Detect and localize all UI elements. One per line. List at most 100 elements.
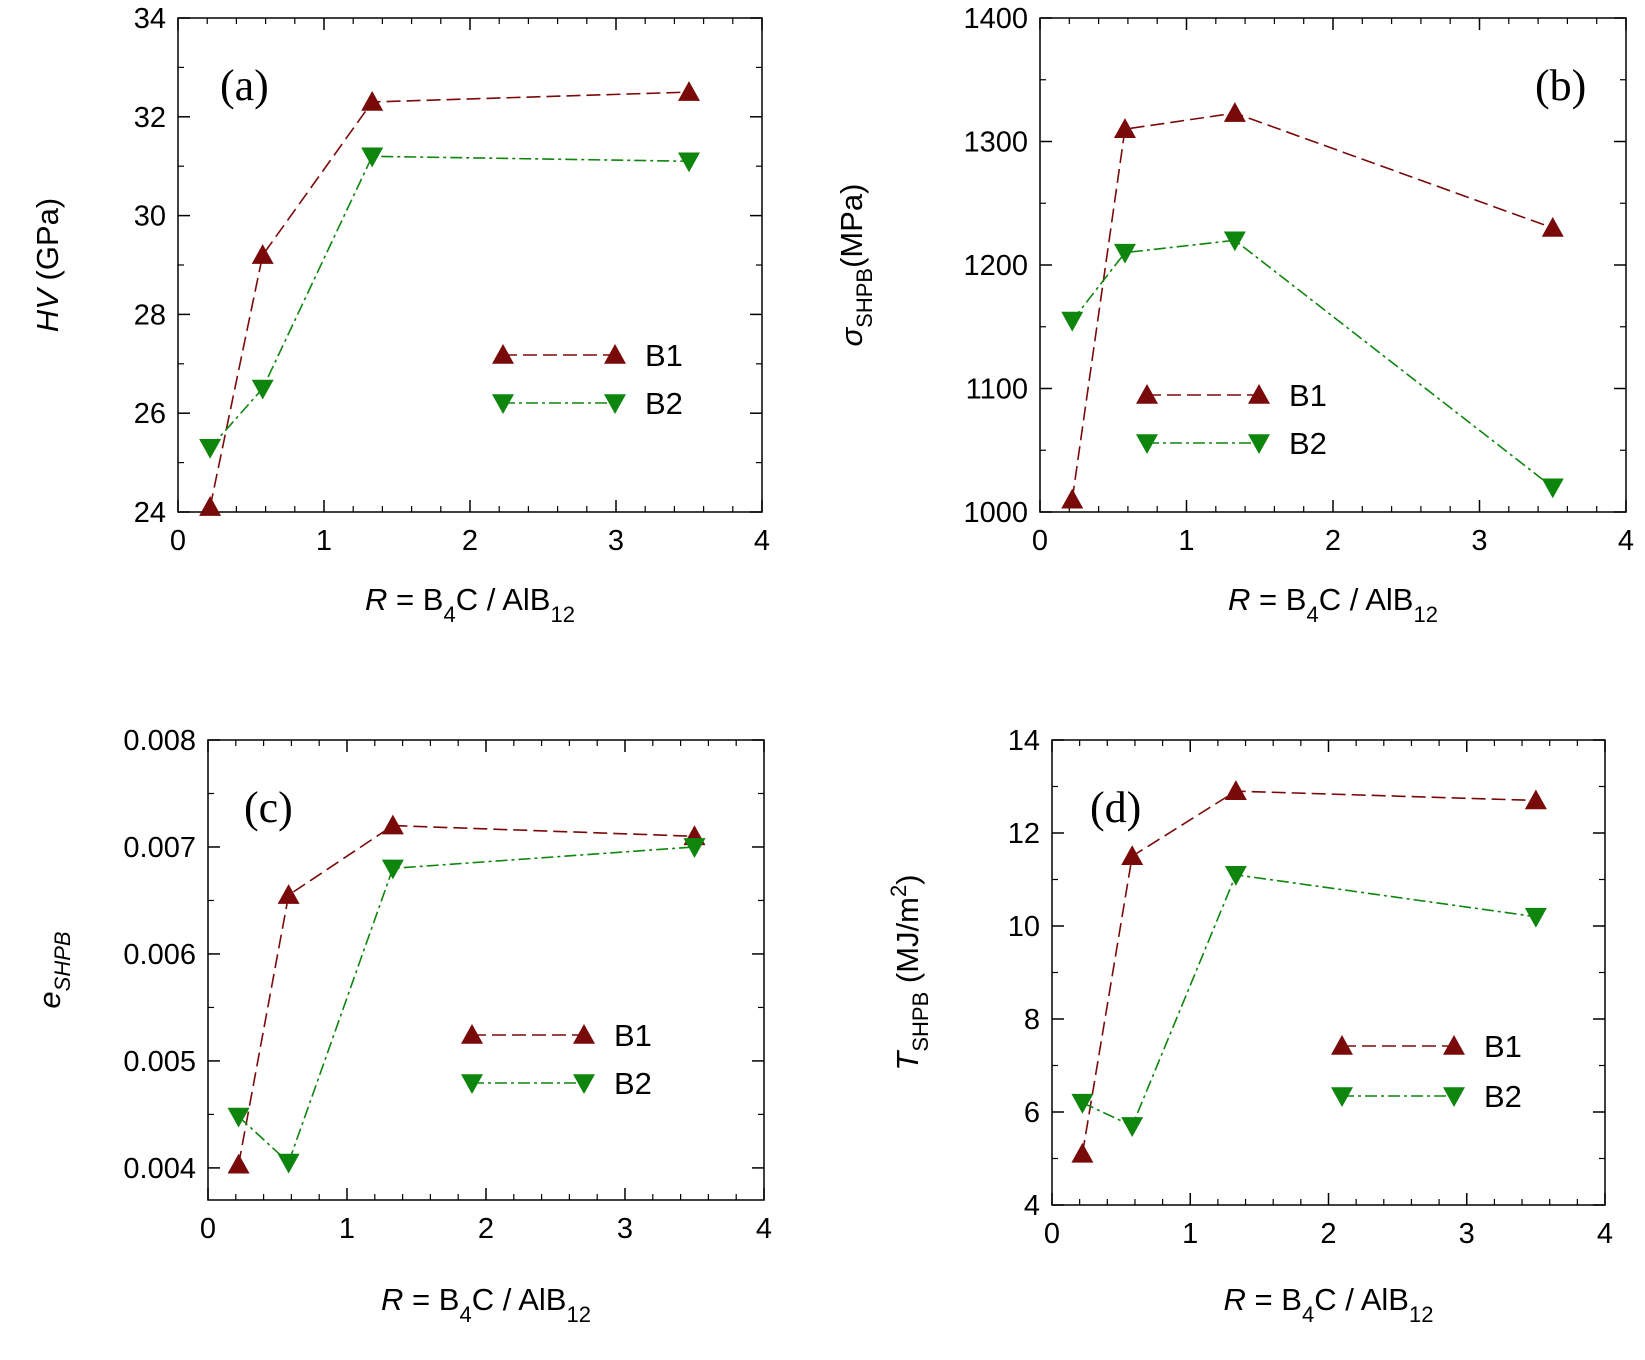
y-tick-label: 0.008: [123, 725, 196, 757]
legend-item-b1: B1: [492, 338, 683, 373]
legend-marker: [1331, 1035, 1353, 1055]
series-line: [1082, 873, 1536, 1128]
x-tick-label: 1: [1178, 525, 1194, 557]
legend-marker: [604, 344, 626, 364]
data-point: [277, 884, 300, 904]
data-point: [199, 496, 222, 516]
y-tick-label: 0.004: [123, 1153, 196, 1185]
series-line: [1071, 112, 1554, 500]
x-tick-label: 1: [339, 1213, 355, 1245]
legend-item-b1: B1: [1136, 378, 1327, 413]
series-b1: [1061, 102, 1564, 509]
legend-item-b2: B2: [1331, 1079, 1522, 1114]
x-axis-title: R = B4C / AlB12: [1224, 1282, 1434, 1327]
x-tick-label: 3: [617, 1213, 633, 1245]
y-axis-title: eSHPB: [32, 931, 75, 1008]
series-b2: [227, 838, 706, 1174]
x-tick-label: 1: [316, 525, 332, 557]
legend-item-b2: B2: [1136, 426, 1327, 461]
y-tick-label: 14: [1008, 725, 1040, 757]
series-b2: [1071, 866, 1547, 1137]
y-tick-label: 26: [134, 398, 166, 430]
legend-label: B2: [1289, 426, 1327, 461]
data-point: [1071, 1093, 1094, 1114]
y-tick-label: 0.007: [123, 832, 196, 864]
x-axis-title: R = B4C / AlB12: [1228, 582, 1438, 627]
legend-item-b1: B1: [1331, 1029, 1522, 1064]
data-point: [1071, 1142, 1094, 1163]
series-b1: [227, 814, 706, 1174]
data-point: [1224, 780, 1247, 800]
panel-label: (d): [1090, 783, 1141, 832]
series-line: [1071, 239, 1554, 488]
x-tick-label: 0: [1032, 525, 1048, 557]
series-line: [238, 846, 695, 1164]
y-tick-label: 30: [134, 201, 166, 233]
legend-label: B2: [614, 1066, 652, 1101]
legend-marker: [1248, 384, 1270, 404]
data-point: [277, 1153, 300, 1174]
x-tick-label: 1: [1182, 1218, 1198, 1250]
y-tick-label: 0.005: [123, 1046, 196, 1078]
series-b2: [1061, 231, 1564, 499]
legend-label: B1: [645, 338, 683, 373]
legend-label: B1: [1484, 1029, 1522, 1064]
series-b2: [199, 147, 700, 459]
legend-marker: [604, 394, 626, 414]
y-tick-label: 24: [134, 497, 166, 529]
series-line: [209, 91, 690, 508]
y-tick-label: 1000: [963, 497, 1028, 529]
legend-marker: [1443, 1087, 1465, 1107]
legend-label: B1: [614, 1018, 652, 1053]
panel-b: 0 1 2 3 4 1000 1100 1200 1300 1400 R = B4C / AlB12…: [834, 3, 1634, 627]
data-point: [678, 81, 700, 101]
data-point: [381, 814, 404, 835]
data-point: [361, 147, 384, 168]
data-point: [1121, 845, 1144, 866]
data-point: [227, 1153, 250, 1174]
data-point: [683, 838, 706, 858]
series-line: [237, 824, 695, 1165]
y-axis-title: σSHPB(MPa): [834, 183, 877, 346]
y-tick-label: 4: [1024, 1190, 1040, 1222]
legend-label: B1: [1289, 378, 1327, 413]
y-tick-label: 1200: [963, 250, 1028, 282]
data-point: [251, 244, 274, 264]
data-point: [381, 859, 404, 880]
y-tick-label: 10: [1008, 911, 1040, 943]
series-b1: [1071, 780, 1547, 1163]
data-point: [227, 1107, 250, 1128]
data-point: [1223, 231, 1246, 252]
y-tick-label: 32: [134, 102, 166, 134]
legend-marker: [461, 1074, 483, 1094]
series-line: [1081, 790, 1536, 1154]
legend-marker: [1443, 1035, 1465, 1055]
legend-label: B2: [645, 386, 683, 421]
x-axis-title: R = B4C / AlB12: [381, 1282, 591, 1327]
legend-item-b2: B2: [492, 386, 683, 421]
y-tick-label: 6: [1024, 1097, 1040, 1129]
x-tick-label: 0: [1044, 1218, 1060, 1250]
y-axis-title: TSHPB (MJ/m2): [886, 874, 933, 1070]
legend-marker: [492, 344, 514, 364]
x-tick-label: 3: [1471, 525, 1487, 557]
series-b1: [199, 81, 700, 516]
data-point: [1113, 243, 1136, 264]
y-tick-label: 1100: [966, 374, 1028, 406]
y-tick-label: 34: [134, 3, 166, 35]
legend-marker: [1248, 434, 1270, 454]
legend-marker: [461, 1024, 483, 1044]
x-tick-label: 2: [478, 1213, 494, 1245]
panel-label: (c): [244, 783, 293, 832]
y-tick-label: 8: [1024, 1004, 1040, 1036]
y-tick-label: 0.006: [123, 939, 196, 971]
data-point: [1121, 1117, 1144, 1137]
x-tick-label: 2: [462, 525, 478, 557]
data-point: [678, 152, 700, 173]
data-point: [1223, 102, 1246, 122]
